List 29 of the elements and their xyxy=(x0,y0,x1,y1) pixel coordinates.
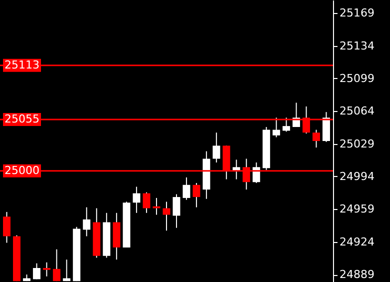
candlestick xyxy=(312,129,320,148)
candlestick xyxy=(172,194,180,228)
candlestick xyxy=(212,132,220,163)
candlestick xyxy=(182,176,190,200)
candlestick xyxy=(2,211,10,244)
y-tick-label: 25169 xyxy=(340,6,374,20)
y-tick-label: 24959 xyxy=(340,202,374,216)
candlestick xyxy=(162,201,170,232)
ref-line-label: 25055 xyxy=(4,112,40,126)
candlestick xyxy=(82,206,90,237)
candlestick xyxy=(282,117,290,132)
candlestick xyxy=(272,117,280,138)
y-tick-label: 25099 xyxy=(340,72,374,85)
candlestick xyxy=(52,248,60,282)
ref-line-label: 25113 xyxy=(4,58,40,72)
candlestick xyxy=(192,182,200,208)
y-tick-label: 24889 xyxy=(340,268,374,282)
candlestick xyxy=(142,192,150,214)
candlestick xyxy=(132,186,140,214)
candlestick xyxy=(252,162,260,184)
candlestick xyxy=(322,112,330,142)
y-tick-label: 25029 xyxy=(340,137,374,150)
ref-line-label: 25000 xyxy=(4,164,40,177)
candlestick xyxy=(42,262,50,277)
y-tick-label: 25134 xyxy=(340,39,374,52)
y-tick-label: 24994 xyxy=(340,170,374,183)
candlestick xyxy=(32,262,40,280)
y-tick-label: 25064 xyxy=(340,104,374,118)
y-tick-label: 24924 xyxy=(340,235,374,248)
